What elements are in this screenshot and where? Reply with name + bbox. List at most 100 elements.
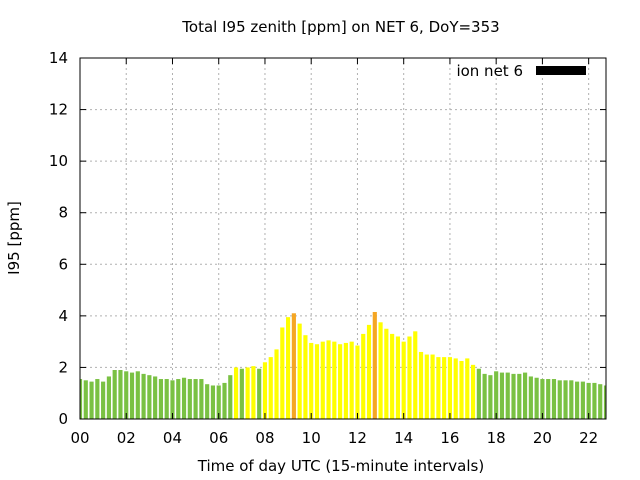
bar bbox=[447, 357, 453, 419]
bar bbox=[101, 381, 106, 419]
bar bbox=[580, 381, 585, 419]
x-tick-labels: 00 02 04 06 08 10 12 14 16 18 20 22 bbox=[70, 429, 598, 447]
bar bbox=[239, 368, 244, 419]
bar bbox=[459, 360, 464, 419]
bar bbox=[303, 335, 308, 419]
bar bbox=[366, 324, 372, 419]
chart-title: Total I95 zenith [ppm] on NET 6, DoY=353 bbox=[181, 18, 499, 36]
grid-lines bbox=[80, 58, 606, 419]
bar bbox=[355, 345, 360, 419]
bar bbox=[274, 349, 279, 419]
bar bbox=[482, 373, 487, 419]
bar bbox=[205, 384, 210, 419]
bar bbox=[586, 382, 591, 419]
bar bbox=[528, 376, 533, 419]
bar bbox=[228, 375, 233, 419]
tick-marks bbox=[79, 57, 606, 420]
bar bbox=[499, 372, 505, 419]
bar bbox=[540, 379, 545, 419]
bar bbox=[546, 379, 551, 419]
bar bbox=[436, 357, 441, 419]
bar bbox=[517, 373, 522, 419]
bar bbox=[413, 331, 418, 419]
bar bbox=[83, 380, 88, 419]
bar bbox=[320, 341, 325, 419]
bar bbox=[106, 376, 111, 419]
bar bbox=[147, 375, 152, 419]
y-tick-label: 8 bbox=[58, 204, 68, 222]
bar bbox=[262, 362, 268, 419]
x-tick-label: 12 bbox=[348, 429, 367, 447]
bar bbox=[592, 382, 597, 419]
bar bbox=[372, 311, 377, 419]
plot-frame bbox=[79, 57, 607, 420]
bar bbox=[407, 336, 412, 419]
bar bbox=[361, 333, 366, 419]
bar bbox=[216, 385, 221, 419]
bar bbox=[193, 379, 198, 419]
bar bbox=[309, 342, 314, 419]
bar bbox=[470, 364, 476, 419]
bar bbox=[251, 366, 256, 419]
x-tick-label: 06 bbox=[209, 429, 228, 447]
y-tick-label: 14 bbox=[49, 49, 68, 67]
x-tick-label: 08 bbox=[255, 429, 274, 447]
x-tick-label: 04 bbox=[163, 429, 182, 447]
bar bbox=[494, 371, 499, 419]
bar bbox=[170, 380, 175, 419]
bar bbox=[158, 379, 164, 419]
bar bbox=[222, 382, 227, 419]
bar bbox=[418, 351, 424, 419]
bar bbox=[442, 357, 447, 419]
bar bbox=[89, 381, 94, 419]
bar bbox=[280, 327, 285, 419]
legend-swatch bbox=[536, 66, 586, 75]
bar bbox=[430, 354, 435, 419]
bar bbox=[210, 385, 216, 419]
bar bbox=[332, 341, 337, 419]
legend: ion net 6 bbox=[456, 62, 586, 80]
x-axis-label: Time of day UTC (15-minute intervals) bbox=[197, 457, 484, 475]
y-tick-label: 4 bbox=[58, 307, 68, 325]
bar bbox=[129, 372, 135, 419]
bar bbox=[522, 372, 528, 419]
bar bbox=[314, 344, 320, 419]
bar bbox=[124, 371, 129, 419]
y-tick-labels: 0 2 4 6 8 10 12 14 bbox=[49, 49, 68, 428]
bar bbox=[268, 357, 273, 419]
bar bbox=[534, 377, 539, 419]
y-tick-label: 10 bbox=[49, 152, 68, 170]
bar bbox=[603, 385, 606, 419]
bar bbox=[557, 380, 562, 419]
bar bbox=[233, 367, 239, 419]
y-tick-label: 2 bbox=[58, 358, 68, 376]
bar bbox=[112, 370, 117, 419]
bar bbox=[476, 368, 481, 419]
bar bbox=[199, 379, 204, 419]
x-tick-label: 10 bbox=[302, 429, 321, 447]
bar bbox=[135, 371, 140, 419]
bar bbox=[95, 379, 100, 419]
x-tick-label: 16 bbox=[440, 429, 459, 447]
bar bbox=[257, 368, 262, 419]
x-tick-label: 02 bbox=[117, 429, 136, 447]
bar bbox=[453, 358, 458, 419]
x-tick-label: 14 bbox=[394, 429, 413, 447]
bar bbox=[141, 373, 146, 419]
x-tick-label: 18 bbox=[487, 429, 506, 447]
x-tick-label: 00 bbox=[70, 429, 89, 447]
bar bbox=[563, 380, 568, 419]
bars bbox=[80, 311, 606, 419]
bar bbox=[286, 317, 291, 419]
bar bbox=[511, 373, 516, 419]
bar bbox=[245, 367, 250, 419]
bar bbox=[326, 340, 331, 419]
y-tick-label: 12 bbox=[49, 101, 68, 119]
bar bbox=[118, 370, 123, 419]
bar bbox=[176, 379, 181, 419]
bar bbox=[291, 313, 296, 419]
bar bbox=[80, 379, 83, 419]
bar bbox=[338, 344, 343, 419]
bar bbox=[384, 328, 389, 419]
bar bbox=[465, 358, 470, 419]
